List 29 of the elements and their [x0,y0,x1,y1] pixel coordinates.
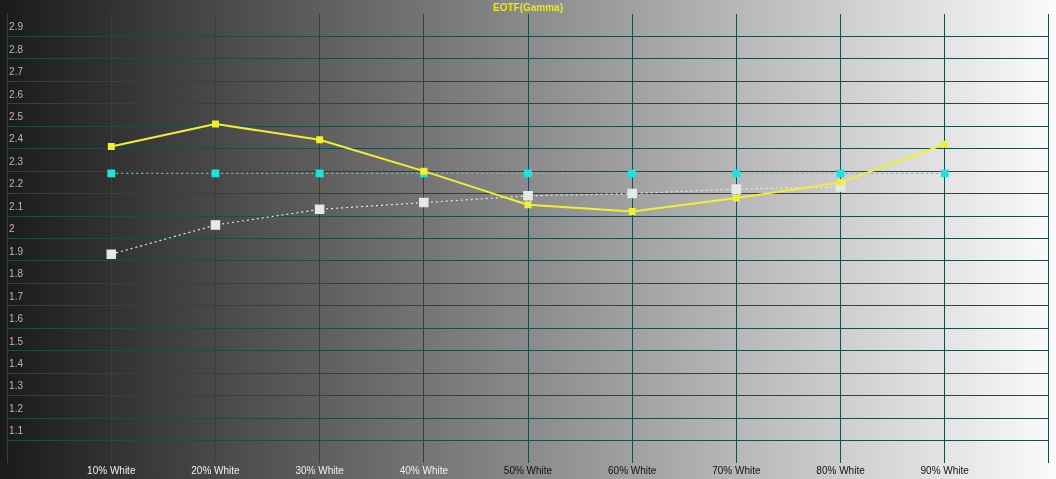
y-tick-label: 1.9 [9,245,24,257]
x-tick-label: 20% White [191,464,241,476]
x-tick-label: 80% White [816,464,866,476]
y-tick-label: 1.8 [9,268,24,280]
y-tick-label: 1.1 [9,425,24,437]
y-tick-label: 1.6 [9,313,24,325]
y-tick-label: 1.2 [9,402,24,414]
x-tick-label: 10% White [87,464,136,476]
x-tick-label: 70% White [712,464,761,476]
y-tick-label: 1.5 [9,335,24,347]
y-tick-label: 2.3 [9,155,24,167]
y-tick-label: 2.7 [9,66,24,78]
y-tick-label: 2.1 [9,200,24,212]
y-tick-label: 2.2 [9,178,24,190]
y-tick-label: 2.5 [9,111,24,122]
x-tick-label: 30% White [295,464,345,476]
y-tick-label: 2.8 [9,43,24,55]
x-tick-label: 40% White [399,464,449,476]
x-tick-label: 60% White [608,464,657,476]
y-tick-label: 1.7 [9,290,24,302]
x-tick-label: 90% White [920,464,970,476]
y-tick-label: 2.9 [9,21,24,33]
y-tick-label: 2.6 [9,88,24,100]
y-tick-label: 2.4 [9,133,24,145]
y-tick-label: 2 [9,223,16,235]
y-tick-label: 1.4 [9,357,24,369]
x-tick-label: 50% White [503,464,553,476]
chart-title: EOTF(Gamma) [492,1,564,13]
y-tick-label: 1.3 [9,380,24,392]
